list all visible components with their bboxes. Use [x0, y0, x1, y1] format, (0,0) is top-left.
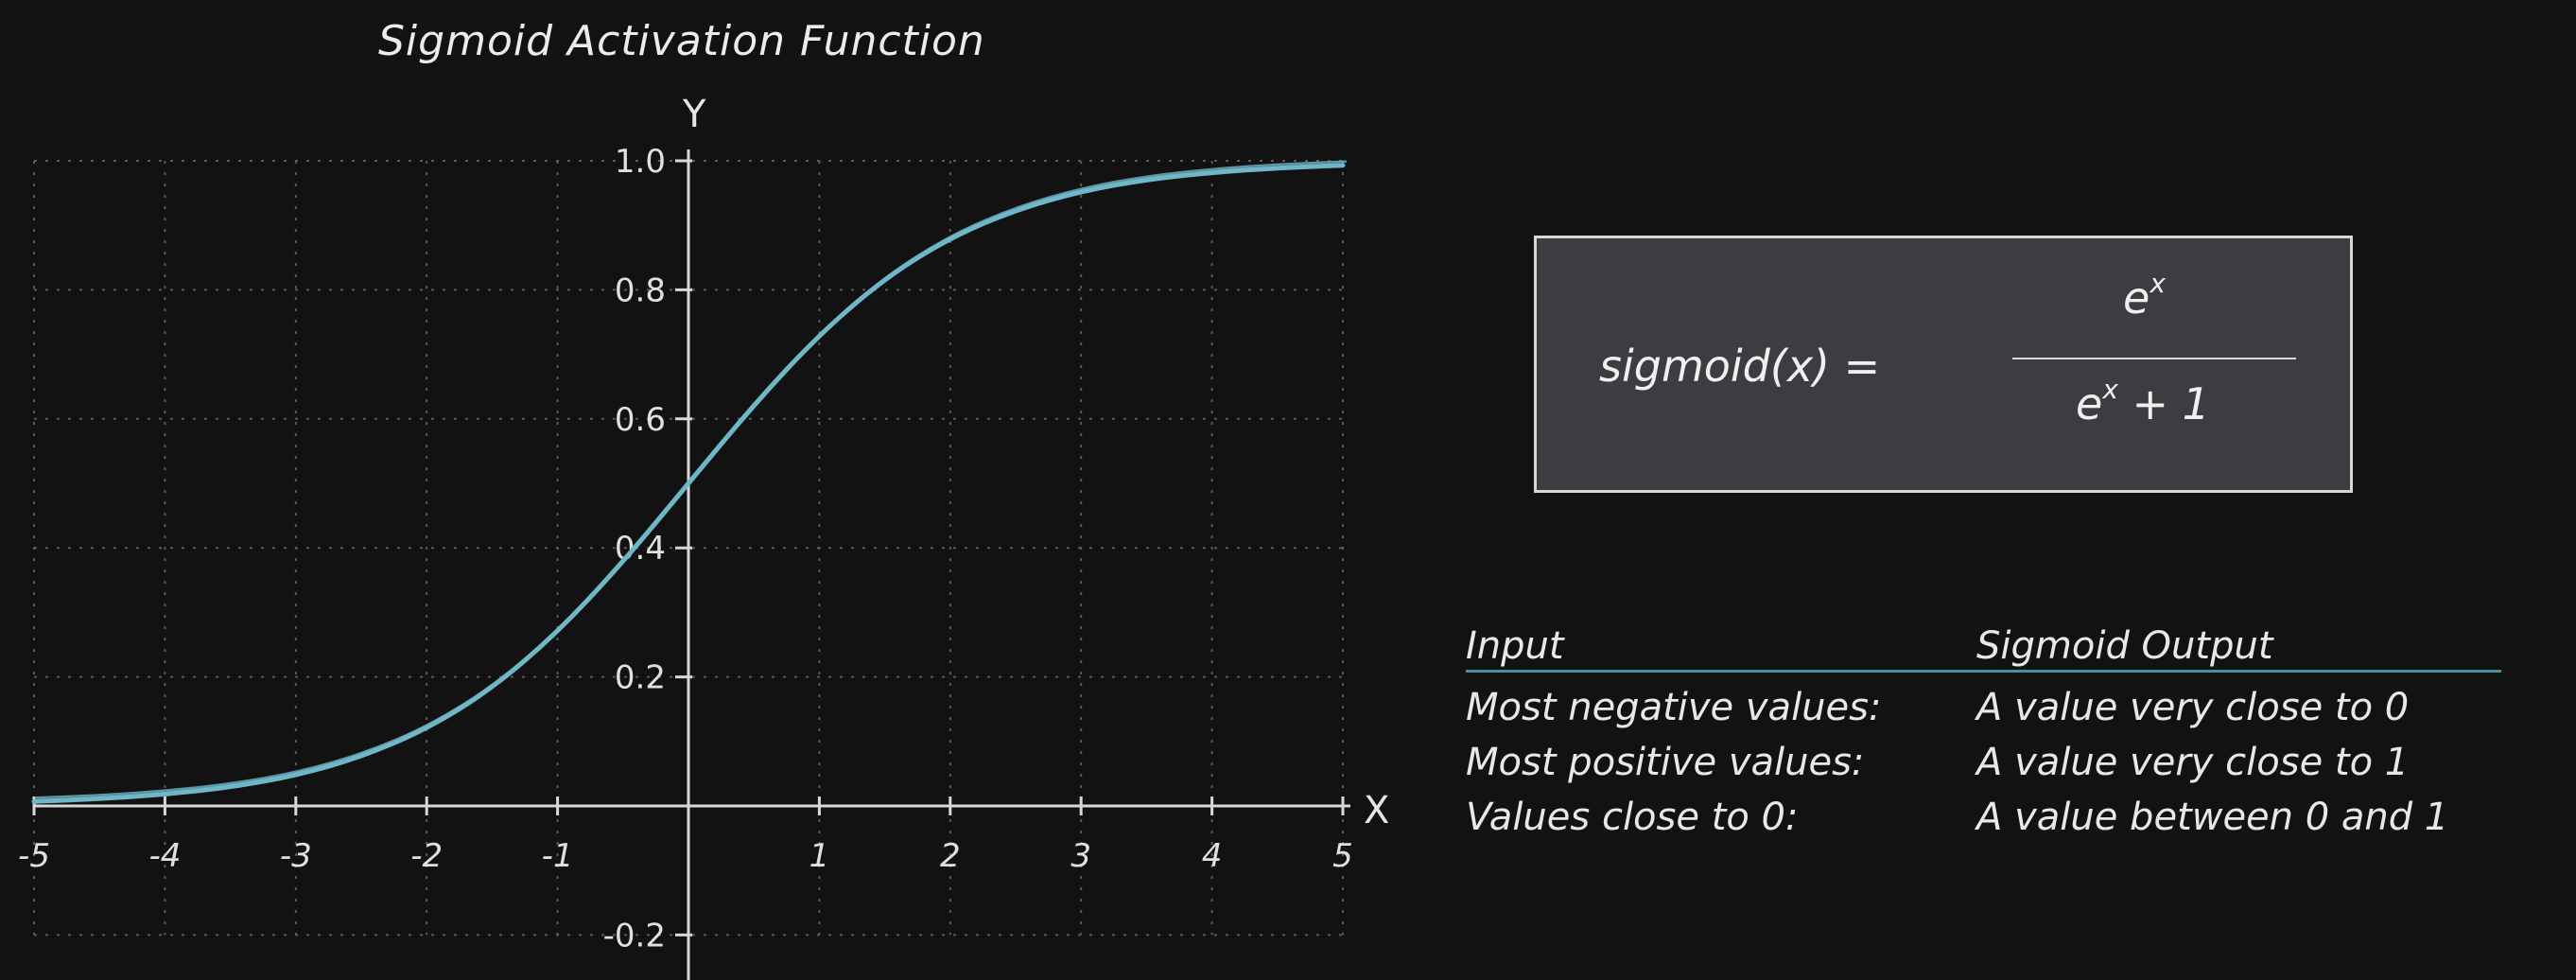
- header-input: Input: [1466, 624, 1564, 668]
- formula-lhs: sigmoid(x) =: [1599, 341, 1881, 392]
- input-output-table: Input Sigmoid Output Most negative value…: [1466, 624, 2506, 845]
- y-tick-label: -0.2: [603, 917, 666, 954]
- table-row: Most negative values: A value very close…: [1466, 680, 2506, 735]
- row-output: A value very close to 0: [1976, 686, 2410, 729]
- y-tick-label: 1.0: [615, 143, 666, 181]
- x-tick-label: -3: [280, 837, 312, 875]
- denominator-rest: + 1: [2132, 378, 2210, 429]
- numerator-base: e: [2123, 272, 2150, 324]
- row-output: A value very close to 1: [1976, 741, 2410, 784]
- row-input: Values close to 0:: [1466, 796, 1799, 839]
- header-sigmoid-output: Sigmoid Output: [1976, 624, 2273, 668]
- x-tick-label: 5: [1332, 837, 1353, 875]
- formula-box: sigmoid(x) = ex ex + 1: [1534, 236, 2353, 493]
- numerator-exponent: x: [2150, 268, 2166, 299]
- denominator-exponent: x: [2102, 374, 2118, 405]
- x-tick-label: -5: [18, 837, 50, 875]
- x-tick-label: -1: [542, 837, 574, 875]
- chart-title: Sigmoid Activation Function: [378, 17, 985, 65]
- row-output: A value between 0 and 1: [1976, 796, 2449, 839]
- row-input: Most positive values:: [1466, 741, 1865, 784]
- formula-numerator: ex: [2123, 268, 2166, 324]
- table-header: Input Sigmoid Output: [1466, 624, 2506, 668]
- denominator-base: e: [2076, 378, 2103, 429]
- y-tick-label: 0.6: [615, 401, 666, 439]
- header-rule: [1466, 670, 2501, 673]
- x-tick-label: 2: [940, 837, 961, 875]
- x-tick-label: 1: [809, 837, 830, 875]
- x-tick-label: -4: [148, 837, 181, 875]
- y-tick-label: 0.2: [615, 659, 666, 697]
- row-input: Most negative values:: [1466, 686, 1882, 729]
- y-tick-label: 0.8: [615, 271, 666, 309]
- x-axis-label: X: [1364, 789, 1390, 832]
- table-row: Values close to 0: A value between 0 and…: [1466, 790, 2506, 845]
- x-tick-label: -2: [410, 837, 443, 875]
- sigmoid-curve-sketch: [35, 160, 1348, 799]
- formula-denominator: ex + 1: [2076, 374, 2210, 429]
- x-tick-label: 3: [1070, 837, 1091, 875]
- x-tick-label: 4: [1202, 837, 1223, 875]
- table-row: Most positive values: A value very close…: [1466, 735, 2506, 790]
- y-axis-label: Y: [683, 93, 706, 136]
- fraction-bar: [2012, 358, 2296, 359]
